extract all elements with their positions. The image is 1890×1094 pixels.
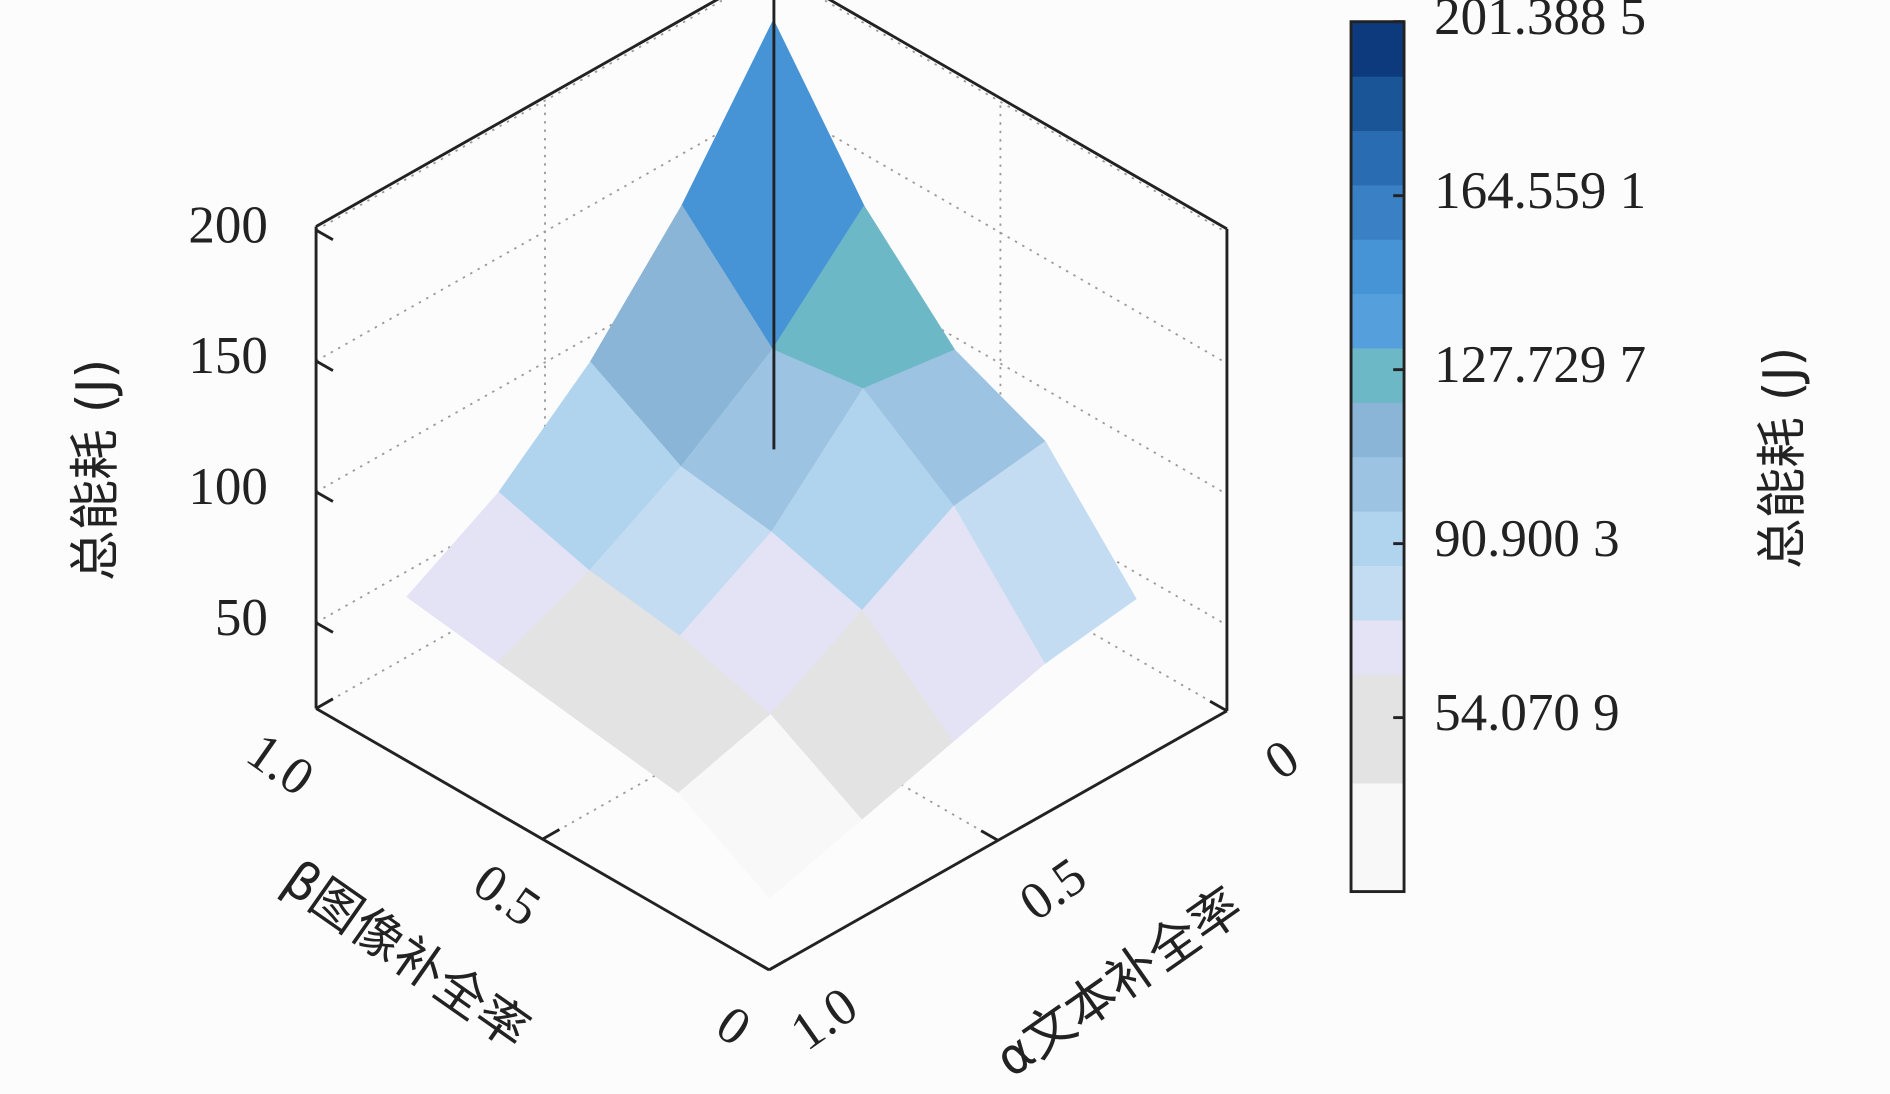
tick-mark bbox=[315, 490, 334, 503]
grid-line bbox=[315, 232, 775, 493]
colorbar-band bbox=[1351, 728, 1405, 784]
tick-mark bbox=[315, 697, 334, 710]
grid-line bbox=[822, 0, 1228, 234]
colorbar-band bbox=[1351, 837, 1405, 893]
colorbar-band bbox=[1351, 511, 1405, 566]
colorbar-band bbox=[1351, 456, 1405, 512]
y-tick-label: 1.0 bbox=[237, 722, 325, 808]
tick-mark bbox=[980, 829, 999, 842]
colorbar-tick-label: 201.388 5 bbox=[1434, 0, 1646, 46]
colorbar-band bbox=[1351, 293, 1405, 349]
colorbar-band bbox=[1351, 565, 1405, 621]
z-tick-label: 100 bbox=[188, 458, 268, 516]
colorbar-label: 总能耗 (J) bbox=[1752, 347, 1811, 569]
z-axis-label: 总能耗 (J) bbox=[66, 359, 125, 581]
colorbar-tick-label: 54.070 9 bbox=[1434, 684, 1620, 742]
axis-line bbox=[827, 0, 1228, 231]
colorbar-tick-label: 164.559 1 bbox=[1434, 162, 1646, 220]
colorbar-band bbox=[1351, 130, 1405, 186]
tick-mark bbox=[768, 959, 787, 972]
colorbar-band bbox=[1351, 76, 1405, 132]
colorbar-band bbox=[1351, 184, 1405, 240]
z-tick-label: 200 bbox=[188, 196, 268, 254]
colorbar-band bbox=[1351, 21, 1405, 77]
x-tick-label: 0 bbox=[1255, 729, 1310, 792]
z-tick-label: 150 bbox=[188, 327, 268, 385]
tick-mark bbox=[315, 359, 334, 372]
colorbar-band bbox=[1351, 402, 1405, 458]
colorbar-band bbox=[1351, 674, 1405, 730]
colorbar-band bbox=[1351, 619, 1405, 675]
y-tick-label: 0 bbox=[706, 995, 761, 1058]
x-tick-label: 0.5 bbox=[1009, 847, 1097, 933]
tick-mark bbox=[541, 828, 561, 841]
tick-mark bbox=[751, 959, 770, 972]
x-tick-label: 1.0 bbox=[780, 976, 868, 1062]
colorbar-band bbox=[1351, 347, 1405, 403]
colorbar-tick-label: 90.900 3 bbox=[1434, 510, 1620, 568]
tick-mark bbox=[315, 621, 334, 634]
colorbar-tick-label: 127.729 7 bbox=[1434, 336, 1646, 394]
tick-mark bbox=[315, 228, 334, 242]
colorbar-frame bbox=[1349, 20, 1406, 894]
colorbar-band bbox=[1351, 782, 1405, 838]
grid-line bbox=[773, 232, 1228, 496]
surface-patch bbox=[678, 714, 862, 899]
z-tick-label: 50 bbox=[215, 589, 268, 647]
axis-line bbox=[315, 0, 720, 228]
y-tick-label: 0.5 bbox=[463, 853, 551, 939]
grid-line bbox=[315, 0, 725, 231]
tick-mark bbox=[1209, 699, 1228, 713]
colorbar-band bbox=[1351, 239, 1405, 295]
